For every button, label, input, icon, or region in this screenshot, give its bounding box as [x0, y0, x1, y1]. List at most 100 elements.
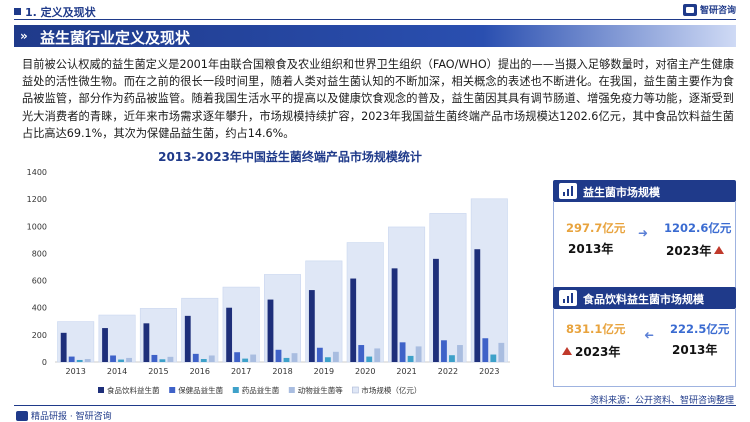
x-tick-label: 2023 [479, 367, 499, 376]
legend-swatch [232, 387, 239, 393]
bar-health-product [441, 340, 447, 362]
card-right-value: 1202.6亿元 [664, 221, 732, 235]
bar-food-beverage [184, 315, 191, 362]
section-title-text: 1. 定义及现状 [25, 6, 96, 19]
bar-food-beverage [433, 258, 439, 362]
bar-medicine [407, 355, 414, 362]
arrow-up-icon [562, 346, 572, 355]
legend-label: 市场规模（亿元） [361, 385, 421, 395]
card-left-year-wrap: 2023年 [562, 341, 620, 360]
x-tick-label: 2016 [190, 367, 210, 376]
bar-food-beverage [60, 332, 67, 362]
bar-medicine [200, 359, 207, 362]
bar-health-product [192, 353, 199, 362]
legend-label: 动物益生菌等 [298, 385, 343, 395]
x-tick-label: 2019 [314, 367, 334, 376]
bar-animal [126, 357, 132, 362]
arrow-right-icon: ➜ [638, 226, 649, 240]
legend-label: 食品饮料益生菌 [107, 385, 160, 395]
top-bar: 1. 定义及现状 智研咨询 [0, 0, 750, 22]
card-left-year: 2013年 [568, 242, 614, 256]
legend-swatch [169, 387, 176, 393]
y-tick-label: 200 [32, 331, 47, 340]
section-title: 1. 定义及现状 [14, 4, 96, 20]
bar-food-beverage [391, 268, 398, 362]
bar-medicine [324, 357, 331, 362]
arrow-up-icon [714, 245, 725, 254]
bar-health-product [399, 342, 406, 362]
bar-food-beverage [267, 299, 274, 362]
brand-logo-icon [682, 3, 697, 16]
x-tick-label: 2014 [107, 367, 127, 376]
bar-animal [208, 355, 215, 362]
x-tick-label: 2017 [231, 367, 251, 376]
bar-health-product [68, 356, 75, 362]
bar-health-product [358, 345, 365, 362]
bar-animal [332, 351, 339, 362]
bar-medicine [76, 359, 83, 362]
footer-divider [14, 405, 736, 406]
banner-title: 益生菌行业定义及现状 [40, 29, 191, 47]
bar-animal [167, 356, 174, 362]
legend-swatch [352, 386, 359, 394]
card-right-year: 2013年 [672, 343, 718, 357]
y-tick-label: 1000 [27, 222, 47, 231]
bar-medicine [159, 359, 166, 362]
bar-health-product [234, 352, 241, 362]
source-note: 资料来源：公开资料、智研咨询整理 [589, 396, 734, 406]
section-bullet-icon [14, 8, 21, 15]
legend-label: 药品益生菌 [242, 385, 280, 395]
x-tick-label: 2022 [438, 367, 458, 376]
bar-health-product [482, 338, 489, 362]
bar-medicine [283, 357, 290, 362]
x-tick-label: 2018 [272, 367, 292, 376]
bar-animal [250, 354, 257, 362]
bar-food-beverage [102, 328, 108, 362]
card-left-year: 2023年 [575, 345, 621, 359]
card-header: 食品饮料益生菌市场规模 [553, 287, 736, 309]
brand-name: 智研咨询 [699, 6, 736, 16]
legend-swatch [98, 387, 104, 393]
chevron-right-icon: » [20, 29, 28, 43]
bar-chart-icon [559, 183, 577, 199]
x-tick-label: 2013 [66, 367, 86, 376]
bar-food-beverage [226, 307, 233, 362]
bar-chart-icon [559, 290, 577, 306]
x-tick-label: 2015 [148, 367, 168, 376]
y-tick-label: 1200 [27, 195, 47, 204]
title-banner: » 益生菌行业定义及现状 [14, 25, 736, 47]
legend-swatch [288, 387, 295, 393]
bar-food-beverage [143, 323, 150, 362]
card-header: 益生菌市场规模 [553, 180, 736, 202]
bar-health-product [316, 347, 323, 362]
y-tick-label: 0 [42, 358, 47, 367]
brand-logo: 智研咨询 [682, 3, 736, 16]
footer: 精品研报 · 智研咨询 [0, 405, 750, 422]
bar-animal [457, 345, 463, 362]
bar-medicine [366, 356, 373, 362]
bar-health-product [151, 354, 158, 362]
card-left-value: 831.1亿元 [566, 322, 626, 336]
top-divider [14, 19, 736, 20]
bar-medicine [449, 355, 455, 362]
x-tick-label: 2021 [396, 367, 416, 376]
bar-food-beverage [350, 278, 357, 362]
footer-brand: 精品研报 · 智研咨询 [16, 409, 112, 422]
card-left-value: 297.7亿元 [566, 221, 626, 235]
card-market-size: 益生菌市场规模 297.7亿元 2013年 ➜ 1202.6亿元 2023年 [553, 180, 736, 288]
card-food-beverage: 食品饮料益生菌市场规模 831.1亿元 2023年 ➜ 222.5亿元 2013… [553, 287, 736, 387]
card-right-year-wrap: 2023年 [666, 240, 725, 259]
bar-animal [498, 342, 505, 362]
arrow-left-icon: ➜ [643, 328, 654, 342]
market-size-chart: 0 200 400 600 800 1000 1200 1400 2013 2014 2015 201… [27, 168, 510, 395]
bar-health-product [110, 355, 116, 362]
y-tick-label: 400 [32, 304, 47, 313]
chart-title: 2013-2023年中国益生菌终端产品市场规模统计 [158, 150, 422, 164]
card-title: 食品饮料益生菌市场规模 [583, 293, 704, 306]
footer-logo-icon [16, 410, 28, 421]
legend-label: 保健品益生菌 [178, 385, 223, 395]
bar-medicine [490, 354, 497, 362]
card-body: 831.1亿元 2023年 ➜ 222.5亿元 2013年 [553, 309, 736, 387]
bar-animal [415, 346, 422, 362]
bar-medicine [118, 359, 124, 362]
